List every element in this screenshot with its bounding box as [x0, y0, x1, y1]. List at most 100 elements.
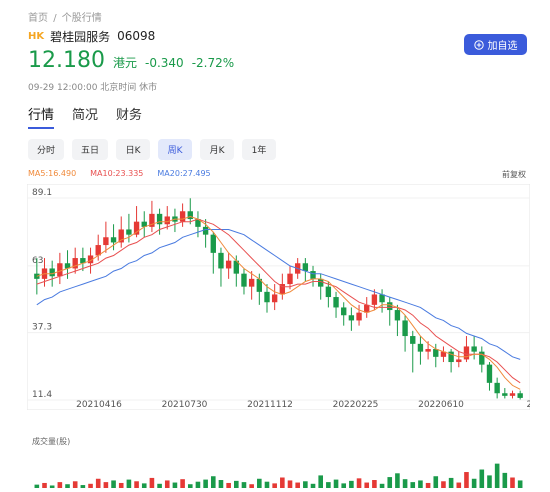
volume-bar: [441, 481, 446, 488]
candle-body: [241, 273, 247, 287]
adjustment-mode[interactable]: 前复权: [502, 170, 526, 179]
y-tick-label: 89.1: [32, 188, 52, 198]
volume-bar: [218, 480, 224, 488]
plus-circle-icon: [473, 39, 484, 50]
volume-bar: [326, 482, 331, 488]
volume-bar: [195, 481, 201, 488]
volume-bar: [172, 482, 178, 488]
stock-code: 06098: [117, 29, 156, 43]
candle-body: [103, 237, 109, 246]
volume-bar: [280, 477, 285, 488]
volume-bar: [517, 480, 523, 488]
candle-body: [448, 351, 454, 363]
volume-chart: [34, 463, 523, 488]
volume-bar: [479, 469, 485, 488]
stock-name: 碧桂园服务: [50, 29, 111, 44]
volume-bar: [203, 479, 208, 488]
main-tabs: 行情 简况 财务: [28, 104, 142, 129]
volume-bar: [95, 478, 101, 488]
stock-header: HK 碧桂园服务 06098: [28, 28, 155, 44]
volume-bar: [65, 484, 70, 488]
x-tick-label: 20220610: [418, 400, 464, 410]
volume-bar: [510, 477, 515, 488]
period-one-year[interactable]: 1年: [242, 139, 277, 160]
volume-bar: [164, 480, 170, 488]
candle-body: [517, 393, 523, 398]
candle-body: [341, 307, 347, 316]
breadcrumb-home[interactable]: 首页: [28, 13, 48, 24]
volume-bar: [241, 482, 247, 488]
volume-bar: [364, 482, 370, 488]
candle-body: [110, 237, 117, 243]
volume-bar: [234, 480, 239, 488]
volume-bar: [103, 482, 109, 488]
volume-bar: [149, 477, 155, 488]
candle-body: [387, 302, 393, 311]
period-monthly-k[interactable]: 月K: [200, 139, 235, 160]
volume-bar: [471, 478, 477, 488]
candle-body: [302, 263, 309, 272]
volume-bar: [402, 479, 408, 488]
candle-body: [264, 291, 270, 303]
add-watchlist-button[interactable]: 加自选: [464, 34, 527, 55]
price-change-pct: -2.72%: [191, 56, 235, 70]
candle-body: [287, 273, 293, 285]
candle-body: [133, 221, 140, 235]
volume-bar: [180, 479, 185, 488]
candle-body: [248, 278, 255, 287]
candle-body: [256, 278, 263, 292]
x-tick-label: 20220225: [333, 400, 379, 410]
ma20-line: [36, 229, 521, 360]
x-tick-label: 202: [527, 400, 531, 410]
volume-bar: [141, 483, 147, 488]
period-daily-k[interactable]: 日K: [116, 139, 151, 160]
volume-bar: [502, 472, 508, 488]
price-change: -0.340: [145, 56, 184, 70]
kline-chart[interactable]: 89.1 63 37.3 11.4 20210416 20210730 20211112 20…: [27, 184, 530, 410]
candle-body: [318, 278, 324, 287]
breadcrumb: 首页 / 个股行情: [28, 9, 102, 24]
breadcrumb-separator: /: [53, 13, 57, 24]
candle-body: [195, 219, 201, 227]
candle-body: [218, 252, 224, 269]
y-tick-label: 11.4: [32, 390, 52, 400]
volume-bar: [264, 481, 270, 488]
x-tick-label: 20210416: [76, 400, 122, 410]
period-weekly-k[interactable]: 周K: [158, 139, 193, 160]
current-price: 12.180: [28, 48, 105, 73]
candle-body: [279, 284, 286, 295]
volume-bar: [418, 480, 423, 488]
volume-bar: [379, 483, 385, 488]
period-intraday[interactable]: 分时: [28, 139, 65, 160]
period-five-day[interactable]: 五日: [72, 139, 109, 160]
chart-frame: [27, 184, 530, 410]
candle-body: [141, 221, 147, 227]
ma20-value: MA20:27.495: [157, 169, 211, 178]
candle-body: [225, 260, 232, 269]
x-tick-label: 20211112: [247, 400, 293, 410]
volume-bar: [494, 463, 500, 488]
candle-body: [494, 382, 500, 394]
volume-bar: [303, 481, 308, 488]
tab-quote[interactable]: 行情: [28, 104, 55, 129]
volume-bar: [226, 482, 231, 488]
volume-bar: [134, 481, 139, 488]
volume-bar: [34, 484, 40, 488]
candle-body: [310, 271, 316, 279]
volume-bar: [257, 478, 262, 488]
volume-bar: [111, 480, 116, 488]
candle-body: [433, 349, 439, 357]
candle-body: [471, 346, 477, 352]
candle-body: [410, 336, 416, 344]
volume-bar: [210, 476, 216, 488]
volume-bar: [333, 479, 339, 488]
volume-bar: [88, 483, 93, 488]
tab-profile[interactable]: 简况: [72, 108, 99, 123]
candle-body: [118, 229, 124, 243]
breadcrumb-current: 个股行情: [61, 13, 102, 24]
candle-body: [179, 211, 186, 222]
volume-bar: [395, 473, 400, 488]
tab-finance[interactable]: 财务: [116, 108, 143, 123]
candle-body: [156, 213, 163, 225]
volume-bar: [72, 481, 78, 488]
